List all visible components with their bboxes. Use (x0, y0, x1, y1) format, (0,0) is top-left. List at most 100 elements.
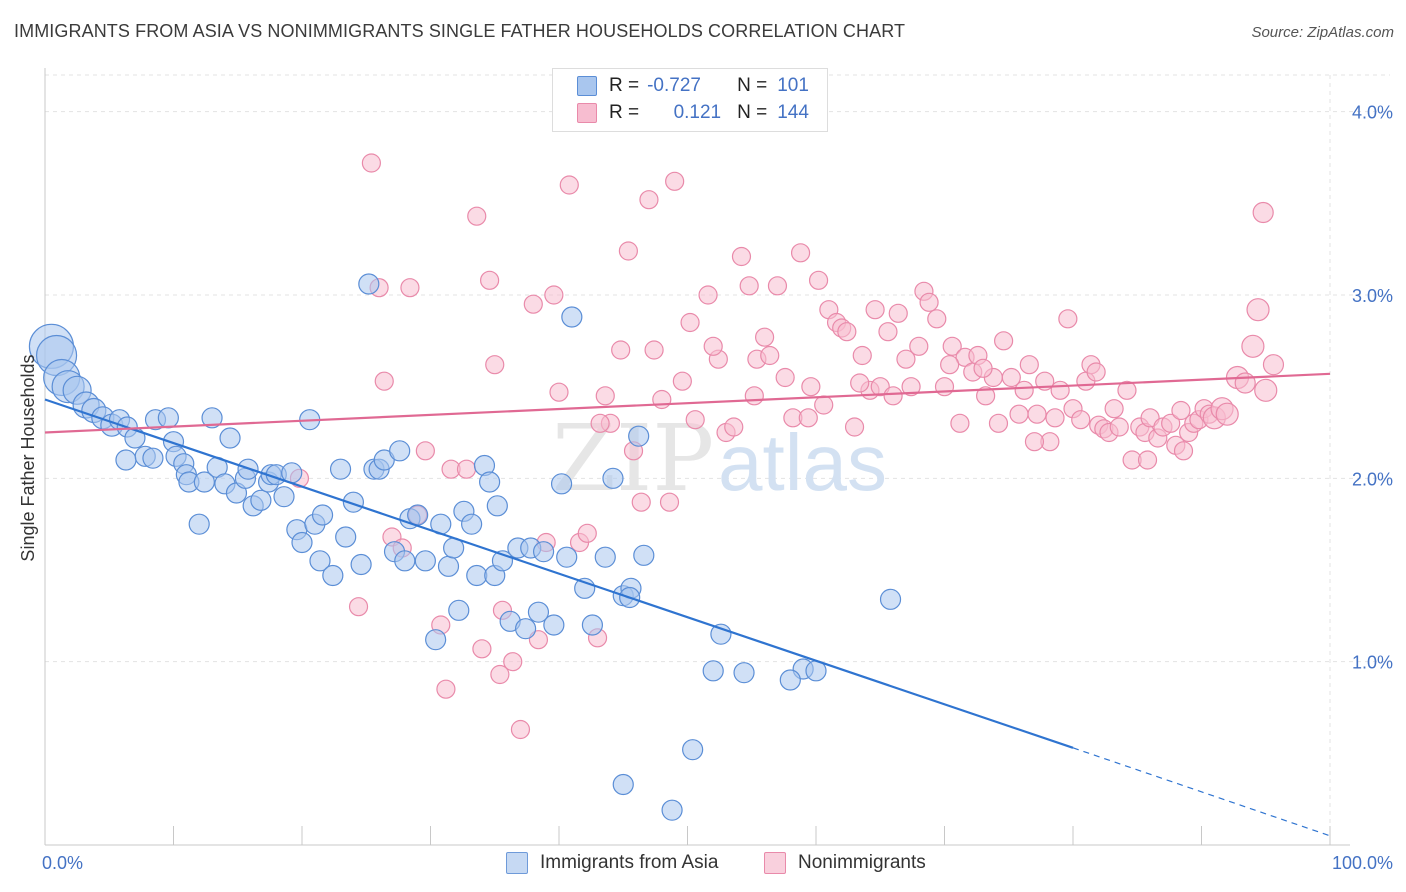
immigrants-point (311, 504, 334, 526)
nonimmigrants-point (685, 410, 705, 430)
legend-n-label: N = (737, 102, 768, 123)
x-tick-label: 100.0% (1332, 853, 1393, 873)
nonimmigrants-point (665, 171, 685, 191)
nonimmigrants-point (490, 664, 510, 685)
nonimmigrants-point (1045, 408, 1065, 428)
axes (44, 68, 1350, 846)
nonimmigrants-point (934, 377, 955, 397)
legend-item-nonimmigrants: Nonimmigrants (764, 852, 926, 874)
nonimmigrants-point (731, 246, 752, 267)
immigrants-point (532, 541, 555, 563)
immigrants-point (188, 513, 210, 535)
immigrants-point (561, 306, 583, 328)
chart-title: IMMIGRANTS FROM ASIA VS NONIMMIGRANTS SI… (14, 21, 906, 41)
immigrants-point (373, 449, 395, 471)
nonimmigrants-point (652, 389, 672, 410)
nonimmigrants-point (950, 413, 970, 433)
legend-label-nonimmigrants: Nonimmigrants (798, 852, 926, 873)
nonimmigrants-point (1104, 399, 1124, 419)
nonimmigrants-point (942, 336, 962, 356)
nonimmigrants-point (503, 652, 523, 672)
legend-n-label: N = (737, 75, 768, 96)
immigrants-point (142, 447, 164, 469)
nonimmigrants-point (739, 276, 759, 296)
nonimmigrants-point (1019, 355, 1039, 375)
nonimmigrants-point (611, 340, 631, 360)
immigrants-point (628, 425, 650, 447)
legend-swatch-blue (506, 852, 528, 874)
nonimmigrants-point (883, 386, 903, 406)
immigrants-point (466, 564, 488, 587)
source-label: Source: ZipAtlas.com (1251, 24, 1394, 41)
nonimmigrants-point (1254, 378, 1278, 402)
nonimmigrants-point (549, 382, 569, 402)
nonimmigrants-point (1058, 309, 1078, 329)
legend-r-value: -0.727 (647, 75, 701, 96)
nonimmigrants-point (374, 371, 394, 391)
nonimmigrants-points (289, 153, 1285, 740)
legend-row-nonimmigrants: R = 0.121 N = 144 (577, 100, 809, 126)
nonimmigrants-point (852, 345, 872, 366)
legend-r-label: R = (609, 102, 640, 123)
nonimmigrants-point (909, 336, 929, 356)
nonimmigrants-point (361, 153, 381, 173)
nonimmigrants-point (644, 340, 664, 360)
correlation-legend: R = -0.727 N = 101 R = 0.121 N = 144 (552, 68, 828, 132)
nonimmigrants-point (1014, 380, 1034, 400)
nonimmigrants-point (480, 270, 500, 290)
nonimmigrants-point (1024, 432, 1045, 452)
immigrants-point (219, 427, 241, 449)
nonimmigrants-point (724, 417, 744, 437)
immigrants-point (329, 458, 352, 480)
x-tick-label: 0.0% (42, 853, 83, 873)
immigrants-point (309, 550, 331, 572)
nonimmigrants-point (1117, 380, 1137, 400)
nonimmigrants-point (1215, 402, 1239, 426)
legend-swatch-pink (764, 852, 786, 874)
immigrants-point (594, 546, 616, 568)
nonimmigrants-point (1262, 354, 1285, 376)
nonimmigrants-point (801, 377, 821, 397)
nonimmigrants-point (1137, 450, 1158, 470)
nonimmigrants-point (940, 355, 960, 375)
nonimmigrants-point (510, 719, 531, 740)
immigrants-point (322, 564, 344, 587)
nonimmigrants-point (1086, 362, 1106, 382)
nonimmigrants-point (988, 413, 1009, 433)
nonimmigrants-point (577, 523, 597, 543)
nonimmigrants-point (485, 355, 505, 375)
tick-labels: 1.0% 2.0% 3.0% 4.0% 0.0% 100.0% (42, 103, 1393, 873)
nonimmigrants-point (672, 371, 692, 391)
nonimmigrants-point (1009, 404, 1029, 424)
legend-item-immigrants: Immigrants from Asia (506, 852, 718, 874)
nonimmigrants-trend-line (44, 372, 1331, 434)
immigrants-point (556, 546, 578, 568)
immigrants-trend-line (44, 398, 1074, 749)
immigrants-point (358, 273, 380, 295)
nonimmigrants-point (631, 492, 651, 512)
nonimmigrants-point (744, 386, 764, 406)
nonimmigrants-point (703, 336, 723, 356)
nonimmigrants-point (456, 459, 477, 479)
nonimmigrants-point (523, 294, 543, 314)
nonimmigrants-point (1109, 417, 1129, 437)
immigrants-point (612, 773, 634, 796)
immigrants-point (193, 471, 215, 493)
nonimmigrants-point (415, 441, 435, 461)
nonimmigrants-point (976, 386, 996, 406)
y-tick-label: 1.0% (1352, 653, 1393, 673)
nonimmigrants-point (1252, 201, 1274, 224)
immigrants-trend-extension (1072, 747, 1331, 837)
nonimmigrants-point (1241, 334, 1265, 358)
y-tick-label: 4.0% (1352, 103, 1393, 123)
immigrants-point (879, 588, 902, 610)
immigrants-point (779, 669, 801, 691)
immigrants-point (250, 489, 272, 511)
immigrants-point (486, 495, 508, 517)
immigrants-point (602, 467, 624, 489)
nonimmigrants-point (919, 292, 939, 312)
immigrants-point (389, 440, 411, 462)
nonimmigrants-point (595, 386, 615, 406)
nonimmigrants-point (888, 303, 908, 323)
nonimmigrants-point (994, 331, 1014, 351)
